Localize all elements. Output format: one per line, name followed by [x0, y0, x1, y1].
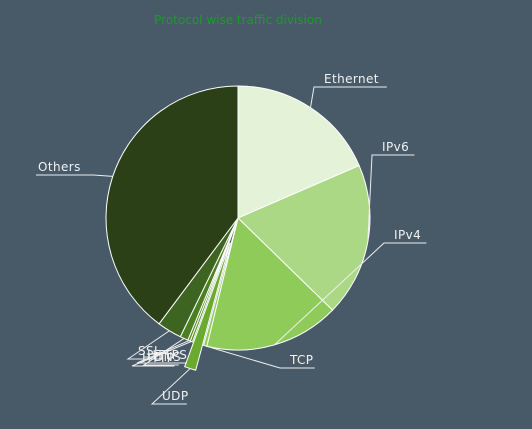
pie-label-ipv6: IPv6: [382, 140, 409, 154]
pie-leader-tcp: [205, 345, 315, 369]
pie-leader-ssl: [126, 330, 170, 360]
pie-labels: EthernetIPv6IPv4TCPUDPHTTPHTTPSDNSSSLOth…: [36, 72, 427, 405]
pie-leader-ethernet: [309, 86, 387, 108]
pie-label-udp: UDP: [162, 389, 188, 403]
chart-title: Protocol wise traffic division: [154, 13, 322, 27]
pie-leader-https: [136, 340, 190, 364]
pie-label-ssl: SSL: [138, 344, 161, 358]
pie-slice-ethernet[interactable]: [237, 85, 360, 219]
pie-label-others: Others: [38, 160, 81, 174]
pie-slices: [105, 85, 371, 371]
pie-slice-others[interactable]: [105, 85, 239, 325]
pie-leader-udp: [150, 368, 191, 405]
pie-leader-dns: [142, 338, 185, 366]
pie-label-ethernet: Ethernet: [324, 72, 379, 86]
pie-leader-ipv6: [367, 154, 415, 242]
pie-leader-ipv4: [274, 242, 427, 346]
pie-label-tcp: TCP: [289, 353, 313, 367]
pie-leader-others: [36, 174, 113, 177]
pie-label-ipv4: IPv4: [394, 228, 421, 242]
